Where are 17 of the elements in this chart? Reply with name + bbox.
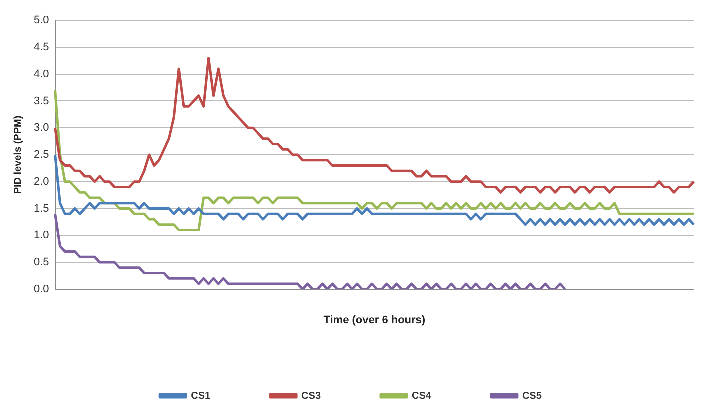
y-tick-label: 2.5 (34, 149, 50, 162)
legend-label: CS3 (302, 390, 322, 402)
y-tick-label: 4.5 (34, 42, 50, 54)
y-tick-label: 1.5 (34, 202, 50, 215)
y-tick-label: 2.0 (34, 176, 50, 188)
x-axis-title: Time (over 6 hours) (324, 314, 426, 326)
legend-label: CS1 (191, 390, 211, 402)
y-tick-label: 0.5 (34, 256, 50, 269)
legend-label: CS4 (412, 390, 432, 402)
legend-label: CS5 (522, 390, 542, 402)
y-tick-label: 4.0 (34, 68, 50, 80)
y-tick-label: 3.0 (34, 122, 50, 134)
y-tick-label: 3.5 (34, 95, 50, 108)
y-axis-title: PID levels (PPM) (12, 116, 24, 194)
y-tick-label: 5.0 (34, 14, 50, 27)
y-tick-label: 1.0 (34, 230, 50, 242)
y-tick-label: 0.0 (34, 283, 50, 296)
